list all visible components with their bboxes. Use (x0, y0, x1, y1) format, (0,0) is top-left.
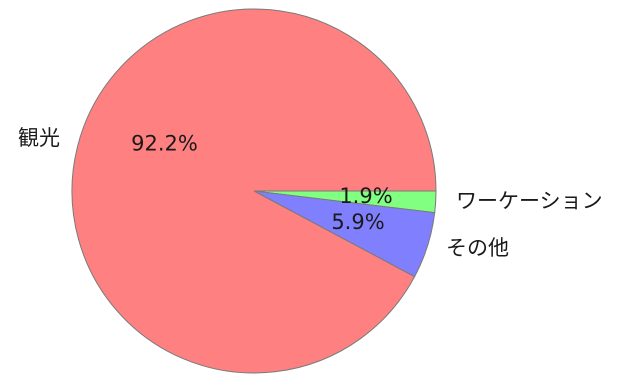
labels-layer: 1.9% ワーケーション 5.9% その他 92.2% 観光 (18, 126, 603, 260)
slice-percentage-label: 92.2% (131, 132, 198, 156)
slice-percentage-label: 1.9% (339, 184, 392, 208)
slices-layer (71, 8, 437, 374)
slice-category-label: 観光 (18, 126, 60, 150)
pie-slice (71, 8, 437, 374)
slice-percentage-label: 5.9% (331, 210, 384, 234)
slice-category-label: ワーケーション (456, 189, 603, 213)
slice-category-label: その他 (446, 236, 509, 260)
